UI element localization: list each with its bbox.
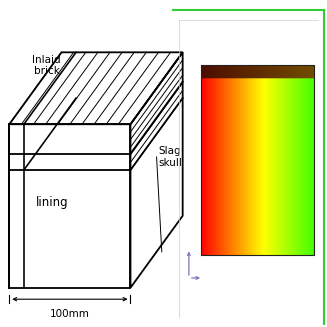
Bar xyxy=(201,65,315,255)
Text: lining: lining xyxy=(36,196,68,209)
Text: 100mm: 100mm xyxy=(50,309,90,319)
Text: Inlaid
brick: Inlaid brick xyxy=(32,55,61,76)
Text: Slag
skull: Slag skull xyxy=(158,146,182,168)
